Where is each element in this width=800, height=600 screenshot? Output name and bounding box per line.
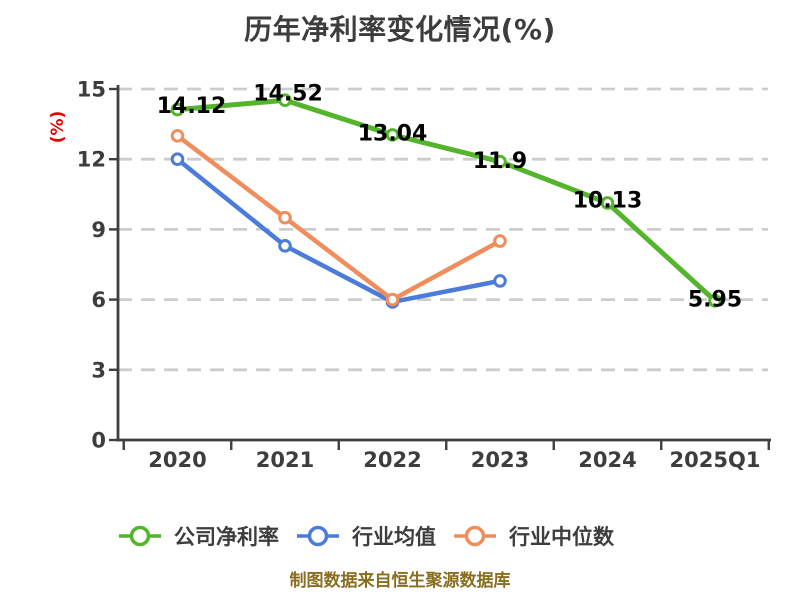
data-point-label: 11.9 <box>473 149 527 174</box>
chart-title: 历年净利率变化情况(%) <box>244 13 556 46</box>
data-point-marker <box>600 196 615 210</box>
y-tick-label: 12 <box>77 148 106 172</box>
y-tick-label: 6 <box>91 288 106 312</box>
source-note: 制图数据来自恒生聚源数据库 <box>289 571 511 591</box>
data-point-label: 14.52 <box>253 82 323 107</box>
data-point-marker <box>170 102 185 117</box>
legend-marker-icon <box>454 525 496 547</box>
y-tick-label: 15 <box>77 78 106 102</box>
data-point-marker <box>278 93 292 108</box>
data-point-marker <box>385 292 400 307</box>
data-point-marker <box>493 234 507 248</box>
y-tick-label: 3 <box>91 358 106 382</box>
legend-item-industry-median: 行业中位数 <box>453 521 614 551</box>
chart-legend: 公司净利率 行业均值 行业中位数 <box>118 521 614 551</box>
data-point-marker <box>385 128 400 142</box>
data-point-marker <box>493 274 507 288</box>
data-point-marker <box>493 154 507 169</box>
legend-item-label: 行业均值 <box>352 525 436 549</box>
x-tick-label: 2021 <box>256 448 314 472</box>
data-point-label: 10.13 <box>573 188 643 213</box>
data-point-label: 5.95 <box>688 287 742 312</box>
data-point-marker <box>708 293 722 308</box>
x-tick-label: 2022 <box>363 448 421 472</box>
legend-marker-icon <box>119 525 161 547</box>
series-line-2 <box>175 133 503 302</box>
data-point-marker <box>278 210 292 225</box>
series-line-0 <box>175 97 718 304</box>
data-point-label: 13.04 <box>358 121 428 146</box>
legend-item-label: 行业中位数 <box>509 525 614 549</box>
x-tick-label: 2020 <box>148 448 206 472</box>
data-point-marker <box>170 129 185 143</box>
data-point-marker <box>170 152 185 166</box>
legend-item-label: 公司净利率 <box>174 525 279 549</box>
x-tick-label: 2025Q1 <box>670 448 761 472</box>
y-tick-label: 0 <box>91 429 106 453</box>
x-tick-label: 2023 <box>471 448 529 472</box>
series-line-1 <box>175 156 503 305</box>
y-axis-unit-label: (%) <box>48 111 68 144</box>
data-point-marker <box>278 238 292 253</box>
legend-item-company-net-margin: 公司净利率 <box>118 521 279 551</box>
legend-marker-icon <box>297 525 339 547</box>
x-tick-label: 2024 <box>578 448 636 472</box>
data-point-label: 14.12 <box>157 94 227 119</box>
legend-item-industry-mean: 行业均值 <box>296 521 436 551</box>
y-tick-label: 9 <box>91 218 106 242</box>
